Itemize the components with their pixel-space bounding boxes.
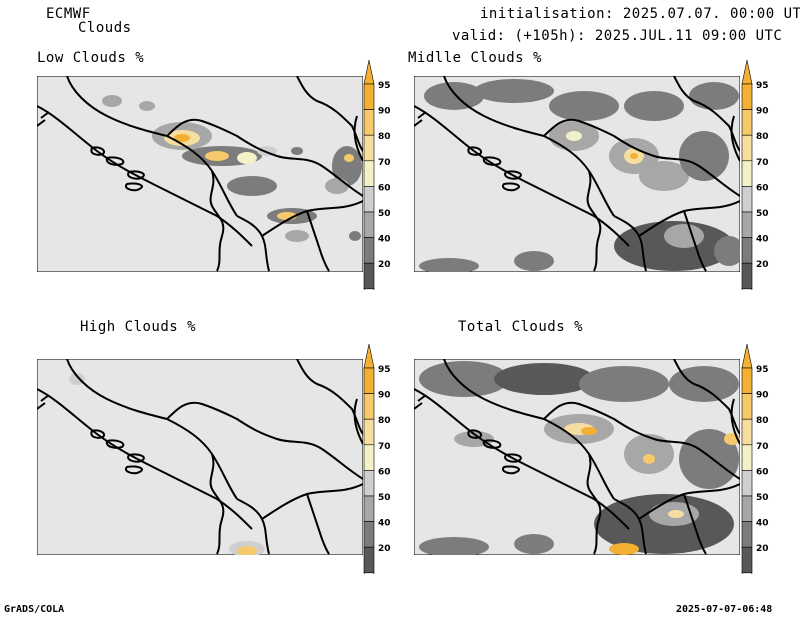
legend-middle: 95 90 80 70 60 50 40 20: [741, 59, 769, 290]
legend-swatch: [741, 393, 753, 420]
legend-swatch: [741, 83, 753, 110]
map-panel-high: [37, 359, 363, 555]
legend-swatch: [363, 109, 375, 136]
legend-label: 90: [378, 391, 391, 401]
cloud-cover-low: [102, 95, 362, 242]
legend-swatch: [363, 211, 375, 238]
legend-swatch: [363, 444, 375, 471]
panel-title-total: Total Clouds %: [458, 319, 584, 335]
legend-label: 60: [756, 183, 769, 193]
panel-title-middle: Midlle Clouds %: [408, 50, 542, 66]
legend-label: 50: [756, 209, 769, 219]
legend-low: 95 90 80 70 60 50 40 20: [363, 59, 391, 290]
panel-title-low: Low Clouds %: [37, 50, 145, 66]
legend-label: 20: [756, 260, 769, 270]
legend-top-arrow: [741, 343, 753, 369]
legend-label: 90: [756, 391, 769, 401]
map-panel-middle: [414, 76, 740, 272]
valid-time: valid: (+105h): 2025.JUL.11 09:00 UTC: [452, 28, 783, 44]
legend-label: 80: [378, 416, 391, 426]
legend-total: 95 90 80 70 60 50 40 20: [741, 343, 769, 574]
legend-bottom-arrow: [741, 572, 753, 574]
legend-label: 70: [378, 442, 391, 452]
legend-label: 95: [756, 81, 769, 91]
legend-label: 20: [378, 260, 391, 270]
legend-swatch: [363, 262, 375, 290]
init-time: initialisation: 2025.07.07. 00:00 UTC: [480, 6, 800, 22]
legend-swatch: [363, 546, 375, 574]
legend-label: 20: [756, 544, 769, 554]
cloud-cover-middle: [419, 79, 740, 272]
model-label: ECMWF: [46, 6, 91, 22]
legend-label: 95: [378, 81, 391, 91]
legend-label: 80: [378, 132, 391, 142]
legend-label: 60: [756, 467, 769, 477]
legend-label: 90: [378, 107, 391, 117]
legend-label: 80: [756, 132, 769, 142]
panel-title-high: High Clouds %: [80, 319, 197, 335]
map-panel-total: [414, 359, 740, 555]
legend-bottom-arrow: [741, 288, 753, 290]
legend-label: 40: [378, 519, 391, 529]
legend-label: 70: [756, 158, 769, 168]
legend-swatch: [363, 186, 375, 213]
legend-label: 90: [756, 107, 769, 117]
legend-label: 40: [756, 519, 769, 529]
legend-swatch: [741, 470, 753, 497]
legend-label: 50: [756, 493, 769, 503]
legend-label: 50: [378, 493, 391, 503]
legend-swatch: [741, 237, 753, 264]
legend-top-arrow: [741, 59, 753, 85]
legend-label: 50: [378, 209, 391, 219]
legend-label: 70: [378, 158, 391, 168]
legend-swatch: [363, 521, 375, 548]
legend-swatch: [741, 134, 753, 162]
legend-top-arrow: [363, 343, 375, 369]
legend-swatch: [363, 134, 375, 162]
legend-label: 40: [378, 235, 391, 245]
legend-swatch: [741, 211, 753, 238]
legend-swatch: [363, 83, 375, 110]
legend-high: 95 90 80 70 60 50 40 20: [363, 343, 391, 574]
legend-top-arrow: [363, 59, 375, 85]
legend-swatch: [741, 495, 753, 522]
legend-swatch: [363, 393, 375, 420]
legend-swatch: [741, 521, 753, 548]
legend-swatch: [741, 444, 753, 471]
legend-swatch: [741, 262, 753, 290]
footer-timestamp: 2025-07-07-06:48: [676, 604, 773, 615]
legend-swatch: [363, 495, 375, 522]
legend-swatch: [363, 237, 375, 264]
legend-swatch: [741, 418, 753, 446]
legend-label: 95: [378, 365, 391, 375]
product-label: Clouds: [78, 20, 132, 36]
legend-label: 80: [756, 416, 769, 426]
legend-bottom-arrow: [363, 288, 375, 290]
legend-swatch: [363, 470, 375, 497]
legend-label: 95: [756, 365, 769, 375]
legend-label: 40: [756, 235, 769, 245]
legend-label: 60: [378, 183, 391, 193]
footer-credit: GrADS/COLA: [4, 604, 65, 615]
legend-swatch: [363, 160, 375, 187]
legend-swatch: [741, 160, 753, 187]
legend-bottom-arrow: [363, 572, 375, 574]
legend-swatch: [741, 546, 753, 574]
legend-label: 20: [378, 544, 391, 554]
legend-swatch: [741, 367, 753, 394]
legend-swatch: [363, 367, 375, 394]
legend-swatch: [363, 418, 375, 446]
legend-swatch: [741, 186, 753, 213]
map-panel-low: [37, 76, 363, 272]
cloud-cover-high: [69, 373, 265, 555]
legend-label: 70: [756, 442, 769, 452]
legend-label: 60: [378, 467, 391, 477]
legend-swatch: [741, 109, 753, 136]
